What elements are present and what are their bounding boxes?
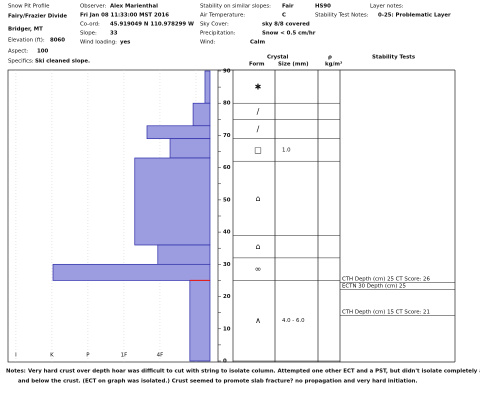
field-value: 0-25: Problematic Layer <box>378 13 451 19</box>
crystal-form: ∧ <box>255 316 261 325</box>
hardness-bar <box>134 157 211 246</box>
y-tick-label: 50 <box>223 197 231 203</box>
y-tick-label: 60 <box>223 165 231 171</box>
field-label: Co-ord: <box>80 22 100 28</box>
field-value: yes <box>120 40 130 46</box>
column-header: Form <box>249 62 265 68</box>
field-value: Alex Marienthal <box>110 4 158 10</box>
field-value: Ski cleaned slope. <box>35 59 90 65</box>
y-tick-label: 40 <box>223 230 231 236</box>
y-tick-label: 20 <box>223 294 231 300</box>
field-label: Sky Cover: <box>200 22 229 28</box>
y-tick-label: 90 <box>223 69 231 75</box>
hardness-bar <box>192 102 211 127</box>
field-label: Elevation (ft): <box>8 38 45 44</box>
column-header: Size (mm) <box>278 62 309 68</box>
page-title: Snow Pit Profile <box>8 4 50 10</box>
stability-test: ECTN 30 Depth (cm) 25 <box>342 284 406 290</box>
column-header: Crystal <box>267 55 289 61</box>
column-header: Stability Tests <box>372 55 415 61</box>
hardness-bar <box>157 244 211 265</box>
crystal-form: ✱ <box>255 83 262 92</box>
notes-line: and below the crust. (ECT on graph was i… <box>18 379 418 385</box>
field-label: Aspect: <box>8 49 28 55</box>
field-value: Snow < 0.5 cm/hr <box>262 31 316 37</box>
range: Bridger, MT <box>8 27 43 33</box>
crystal-form: ∞ <box>255 265 262 274</box>
field-label: Air Temperature: <box>200 13 245 19</box>
hardness-bar <box>204 70 211 104</box>
location: Fairy/Frazier Divide <box>8 14 67 20</box>
hardness-bar <box>189 280 211 362</box>
field-label: Specifics: <box>8 59 34 65</box>
field-value: 100 <box>37 49 49 55</box>
content: Snow Pit Profile Fairy/Frazier Divide Brid… <box>6 4 480 385</box>
crystal-size: 1.0 <box>282 147 291 153</box>
x-tick-label: K <box>50 353 54 359</box>
y-tick-label: 30 <box>223 262 231 268</box>
field-value: C <box>282 13 286 19</box>
hardness-bar <box>146 125 211 140</box>
field-label: Wind: <box>200 40 216 46</box>
field-label: Layer notes: <box>370 4 404 10</box>
field-label: Wind loading: <box>80 40 117 46</box>
column-header: ρ <box>328 55 332 61</box>
column-header: kg/m³ <box>325 61 343 68</box>
crystal-form: □ <box>254 145 262 154</box>
notes-line: Very hard crust over depth hoar was diff… <box>28 369 480 375</box>
field-label: Stability Test Notes: <box>315 13 369 19</box>
y-tick-label: 0 <box>223 359 227 365</box>
notes-label: Notes: <box>6 369 26 375</box>
hardness-bar <box>52 263 211 281</box>
crystal-form: ⌂ <box>255 194 260 203</box>
y-tick-label: 80 <box>223 101 231 107</box>
x-tick-label: 1F <box>121 353 128 359</box>
crystal-size: 4.0 - 6.0 <box>282 318 305 324</box>
field-label: Stability on similar slopes: <box>200 4 271 10</box>
hardness-bar <box>169 138 211 159</box>
field-label: Precipitation: <box>200 31 236 37</box>
field-value: 45.919049 N 110.978299 W <box>110 22 194 28</box>
field-value: Fair <box>282 4 294 10</box>
field-value: sky 8/8 covered <box>262 22 310 28</box>
field-label: Slope: <box>80 31 97 37</box>
stability-test: CTH Depth (cm) 25 CT Score: 26 <box>342 277 430 283</box>
crystal-form: ⌂ <box>255 242 260 251</box>
field-value: Calm <box>250 40 265 46</box>
snow-height: HS90 <box>315 4 331 10</box>
field-value: 33 <box>110 31 118 37</box>
crystal-form: ∕ <box>257 107 260 116</box>
x-tick-label: I <box>15 353 17 359</box>
y-tick-label: 70 <box>223 133 231 139</box>
y-tick-label: 10 <box>223 326 231 332</box>
stability-test: CTH Depth (cm) 15 CT Score: 21 <box>342 310 430 316</box>
date: Fri Jan 08 11:33:00 MST 2016 <box>80 13 169 19</box>
crystal-form: ∕ <box>257 125 260 134</box>
field-value: 8060 <box>50 38 65 44</box>
x-tick-label: 4F <box>157 353 164 359</box>
field-label: Observer: <box>80 4 107 10</box>
x-tick-label: P <box>86 353 90 359</box>
